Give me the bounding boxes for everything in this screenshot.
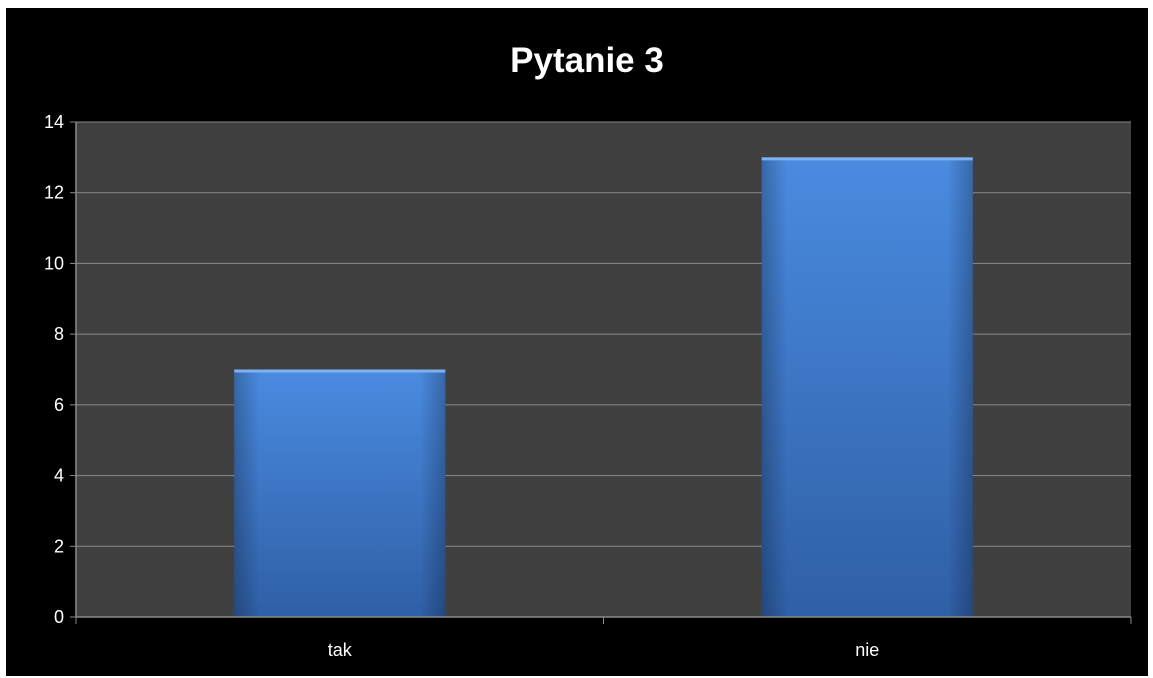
plot-area: 0 2 4 6 8 10 12 14 tak nie <box>44 112 1132 660</box>
y-tick-label: 2 <box>54 536 64 556</box>
bar-top-highlight <box>761 157 973 161</box>
bar-top-highlight <box>234 369 446 373</box>
bar-shade <box>761 157 973 617</box>
y-tick-label: 14 <box>44 112 64 132</box>
y-tick-label: 12 <box>44 183 64 203</box>
y-tick-label: 10 <box>44 253 64 273</box>
chart-frame: Pytanie 3 0 2 4 6 8 10 12 14 tak nie <box>6 8 1148 676</box>
y-tick-label: 0 <box>54 607 64 627</box>
bar-shade <box>234 369 446 617</box>
chart-title: Pytanie 3 <box>510 41 664 80</box>
bar-tak <box>234 369 446 617</box>
bar-chart: Pytanie 3 0 2 4 6 8 10 12 14 tak nie <box>44 41 1132 660</box>
x-tick-label: tak <box>328 640 353 660</box>
y-tick-label: 6 <box>54 395 64 415</box>
y-tick-label: 8 <box>54 324 64 344</box>
bar-nie <box>761 157 973 617</box>
y-tick-label: 4 <box>54 466 64 486</box>
x-tick-label: nie <box>855 640 879 660</box>
